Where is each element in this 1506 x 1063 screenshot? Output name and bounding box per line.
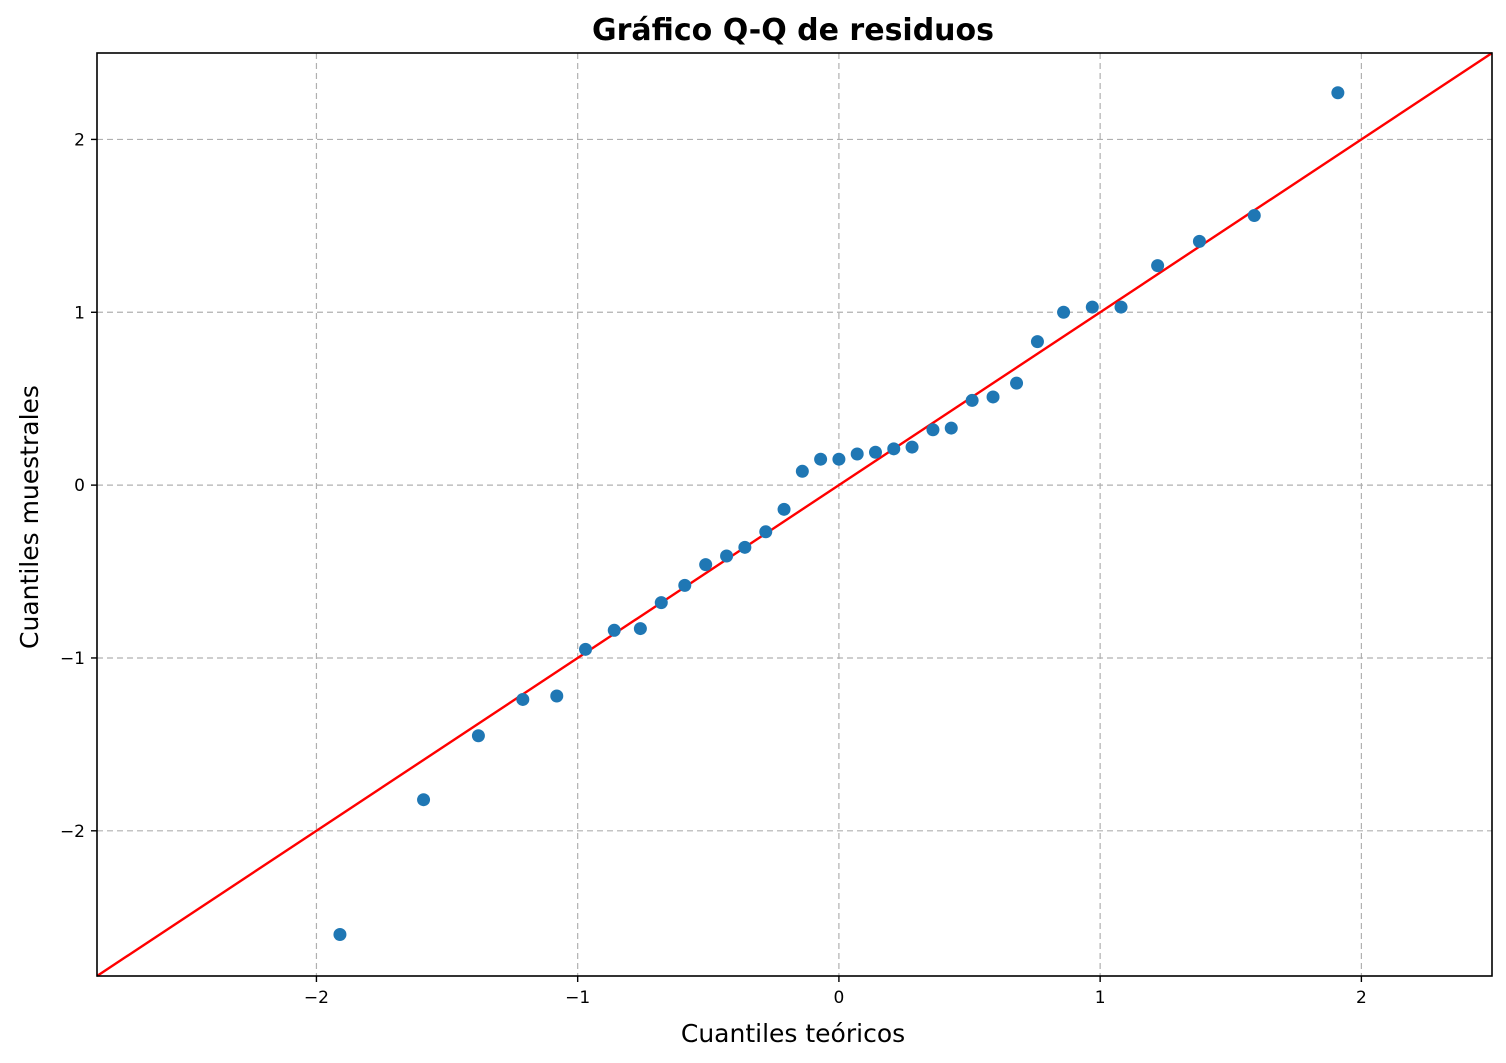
data-point: [868, 445, 882, 459]
data-point: [795, 464, 809, 478]
data-point: [699, 558, 713, 572]
data-point: [738, 540, 752, 554]
data-point: [944, 421, 958, 435]
plot-frame: [96, 52, 1493, 977]
data-point: [759, 525, 773, 539]
data-point: [1151, 259, 1165, 273]
reference-line: [96, 51, 1493, 978]
data-point: [607, 623, 621, 637]
y-tick-label: −1: [60, 649, 85, 669]
y-axis-label: Cuantiles muestrales: [15, 385, 44, 649]
x-tick-label: 1: [1095, 988, 1106, 1008]
data-point: [1030, 335, 1044, 349]
data-point: [905, 440, 919, 454]
data-point: [417, 793, 431, 807]
data-point: [333, 928, 347, 942]
data-point: [654, 596, 668, 610]
data-points: [333, 86, 1345, 942]
x-axis-ticks: −2 −1 0 1 2: [304, 976, 1367, 1008]
data-point: [1010, 376, 1024, 390]
data-point: [777, 502, 791, 516]
data-point: [832, 452, 846, 466]
data-point: [887, 442, 901, 456]
data-point: [579, 642, 593, 656]
data-point: [720, 549, 734, 563]
data-point: [965, 393, 979, 407]
data-point: [926, 423, 940, 437]
data-point: [678, 578, 692, 592]
reference-line-group: [96, 51, 1493, 978]
data-point: [986, 390, 1000, 404]
x-tick-label: −1: [565, 988, 590, 1008]
grid: [97, 53, 1492, 976]
data-point: [1247, 208, 1261, 222]
data-point: [1085, 300, 1099, 314]
data-point: [550, 689, 564, 703]
data-point: [1057, 305, 1071, 319]
data-point: [1331, 86, 1345, 100]
data-point: [516, 692, 530, 706]
data-point: [1114, 300, 1128, 314]
data-point: [850, 447, 864, 461]
data-point: [814, 452, 828, 466]
chart-title: Gráfico Q-Q de residuos: [592, 13, 994, 48]
x-axis-label: Cuantiles teóricos: [681, 1019, 905, 1048]
y-tick-label: 0: [74, 476, 85, 496]
data-point: [633, 622, 647, 636]
data-point: [471, 729, 485, 743]
x-tick-label: 0: [833, 988, 844, 1008]
y-tick-label: 2: [74, 130, 85, 150]
data-point: [1192, 234, 1206, 248]
y-tick-label: −2: [60, 822, 85, 842]
x-tick-label: −2: [304, 988, 329, 1008]
y-axis-ticks: −2 −1 0 1 2: [60, 130, 97, 842]
y-tick-label: 1: [74, 303, 85, 323]
x-tick-label: 2: [1356, 988, 1367, 1008]
